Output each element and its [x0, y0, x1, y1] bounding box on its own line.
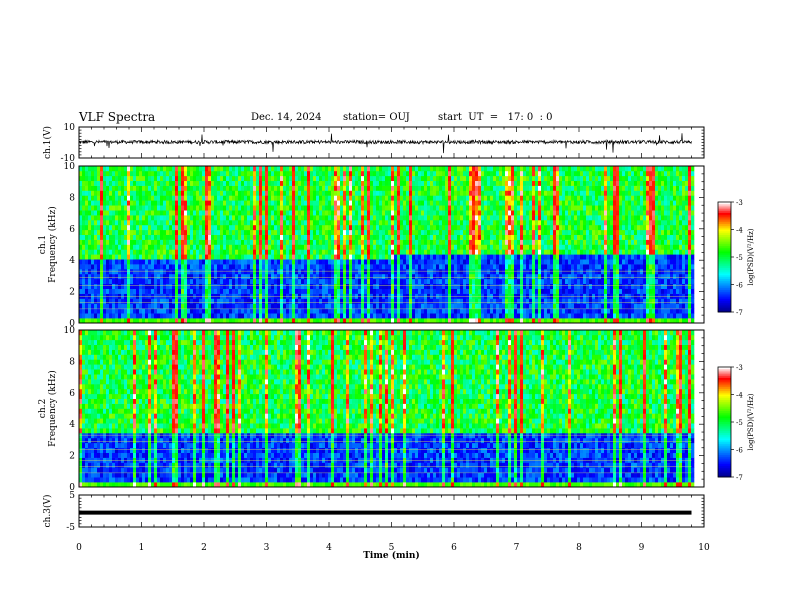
y-tick-label: -10 — [61, 154, 76, 164]
colorbar-label: log(PSD)(V²/Hz) — [747, 393, 755, 450]
y-axis-label: ch.1(V) — [42, 126, 53, 159]
ch3-waveform-panel: 5 -5 ch.3(V) — [42, 491, 705, 533]
colorbar-ch1: -3 -4 -5 -6 -7 log(PSD)(V²/Hz) — [717, 199, 755, 317]
time-axis: 0 1 2 3 4 5 6 7 8 9 10 Time (min) — [76, 543, 710, 561]
plot-frame — [78, 165, 705, 324]
colorbar-tick-label: -6 — [736, 282, 743, 290]
y-tick-label: 6 — [69, 389, 75, 399]
y-tick-label: 8 — [69, 357, 75, 367]
colorbar-tick-label: -7 — [736, 474, 743, 482]
y-tick-label: 0 — [69, 483, 75, 493]
date-label: Dec. 14, 2024 — [251, 112, 322, 123]
y-tick-label: 4 — [69, 256, 75, 266]
x-tick-label: 6 — [451, 543, 457, 553]
colorbar-tick-label: -5 — [736, 419, 743, 427]
ch1-spectrogram-panel: 0 2 4 6 8 10 ch.1 Frequency (kHz) — [38, 162, 705, 329]
plot-frame — [78, 329, 705, 488]
figure-title: VLF Spectra — [79, 110, 156, 124]
y-axis-label: ch.1 — [38, 235, 48, 254]
y-tick-label: 10 — [64, 326, 76, 336]
colorbar-tick-label: -3 — [736, 199, 743, 207]
y-tick-label: 2 — [69, 288, 75, 298]
spectrogram-image — [79, 330, 695, 488]
y-tick-label: 6 — [69, 225, 75, 235]
x-tick-label: 5 — [389, 543, 395, 553]
x-tick-label: 10 — [698, 543, 710, 553]
y-axis-label: Frequency (kHz) — [47, 206, 58, 283]
x-tick-label: 2 — [201, 543, 207, 553]
colorbar-label: log(PSD)(V²/Hz) — [747, 228, 755, 285]
x-tick-label: 4 — [326, 543, 332, 553]
x-tick-label: 0 — [76, 543, 82, 553]
y-tick-label: 8 — [69, 193, 75, 203]
y-axis-label: Frequency (kHz) — [47, 370, 58, 447]
y-tick-label: -5 — [66, 523, 75, 533]
y-tick-label: 10 — [64, 123, 76, 133]
y-axis-label: ch.3(V) — [42, 495, 53, 528]
ch1-waveform-line — [78, 133, 692, 154]
y-tick-label: 4 — [69, 420, 75, 430]
ch2-spectrogram-panel: 0 2 4 6 8 10 ch.2 Frequency (kHz) — [38, 326, 705, 493]
y-tick-label: 5 — [69, 491, 75, 501]
start-time-label: start UT = 17: 0 : 0 — [438, 112, 553, 123]
x-tick-label: 7 — [514, 543, 520, 553]
colorbar-tick-label: -4 — [736, 227, 743, 235]
colorbar-ch2: -3 -4 -5 -6 -7 log(PSD)(V²/Hz) — [717, 364, 755, 482]
x-axis-label: Time (min) — [363, 550, 420, 561]
x-tick-label: 3 — [264, 543, 270, 553]
colorbar-tick-label: -7 — [736, 309, 743, 317]
colorbar-tick-label: -4 — [736, 392, 743, 400]
station-label: station= OUJ — [343, 112, 410, 123]
colorbar-tick-label: -6 — [736, 447, 743, 455]
colorbar-tick-label: -3 — [736, 364, 743, 372]
plot-frame — [78, 126, 705, 159]
spectrogram-image — [79, 166, 695, 324]
y-tick-label: 0 — [69, 319, 75, 329]
y-axis-label: ch.2 — [38, 399, 48, 418]
x-tick-label: 9 — [639, 543, 645, 553]
x-tick-label: 1 — [139, 543, 145, 553]
y-tick-label: 2 — [69, 452, 75, 462]
colorbar-tick-label: -5 — [736, 254, 743, 262]
ch1-waveform-panel: 10 -10 ch.1(V) — [42, 123, 705, 164]
y-tick-label: 10 — [64, 162, 76, 172]
x-tick-label: 8 — [576, 543, 582, 553]
